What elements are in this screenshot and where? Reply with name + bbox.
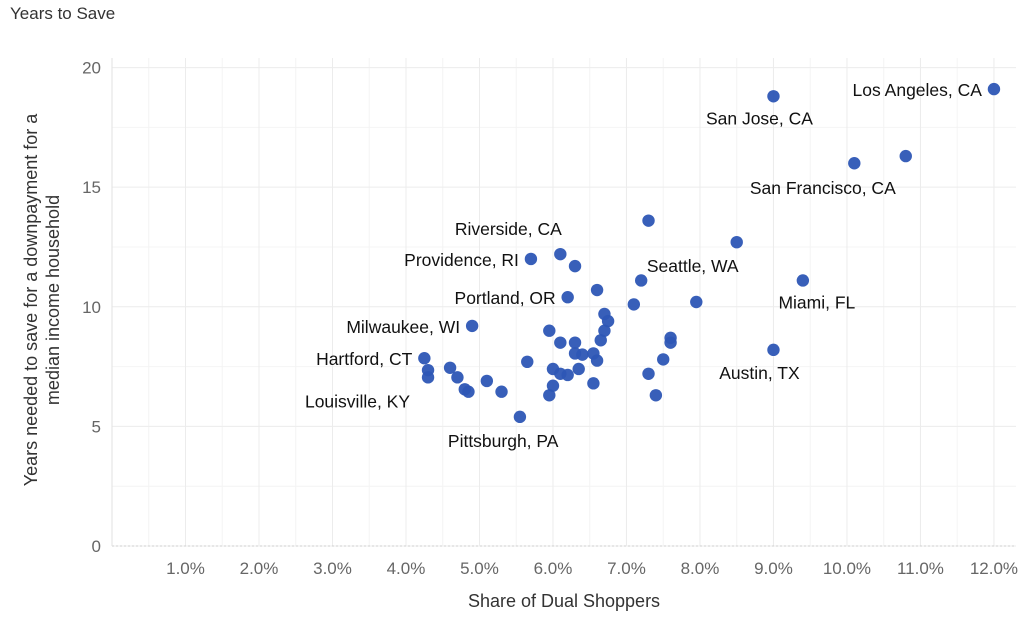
data-point (543, 389, 556, 402)
data-point (796, 274, 810, 287)
data-point (495, 385, 508, 398)
data-point (767, 343, 780, 357)
x-axis-title: Share of Dual Shoppers (468, 591, 660, 611)
data-point (543, 324, 556, 337)
data-point (664, 336, 677, 349)
point-label: Louisville, KY (305, 391, 410, 411)
axes: 1.0% 2.0% 3.0% 4.0% 5.0% 6.0% 7.0% 8.0% 9.0% 10.0… (21, 58, 1018, 611)
data-point (601, 314, 615, 328)
data-point (513, 410, 527, 424)
data-point (627, 298, 641, 311)
data-point (443, 361, 457, 374)
data-point (730, 235, 743, 249)
data-point (561, 291, 574, 304)
y-axis-title-line: median income household (43, 195, 63, 405)
point-label: Seattle, WA (647, 256, 739, 276)
x-tick-label: 10.0% (823, 559, 871, 578)
data-point (568, 336, 582, 349)
data-point (462, 385, 475, 398)
data-point (572, 362, 585, 376)
point-label: Milwaukee, WI (346, 317, 460, 337)
point-label: Hartford, CT (316, 349, 413, 369)
point-labels: Los Angeles, CA San Jose, CA San Francisco… (305, 80, 982, 451)
x-tick-label: 6.0% (534, 559, 573, 578)
data-point (642, 214, 655, 227)
point-label: Riverside, CA (455, 219, 562, 239)
point-label: Portland, OR (455, 288, 556, 308)
data-point (576, 348, 589, 361)
y-tick-label: 0 (92, 537, 101, 556)
x-tick-label: 4.0% (387, 559, 426, 578)
data-point (594, 334, 607, 347)
data-point (690, 295, 703, 309)
data-point (524, 252, 538, 266)
data-point (987, 82, 1001, 96)
data-points (418, 82, 1001, 424)
data-point (590, 283, 604, 297)
y-axis-title-line: Years needed to save for a downpayment f… (21, 113, 41, 487)
y-tick-label: 20 (82, 59, 101, 78)
point-label: Providence, RI (404, 250, 519, 270)
y-tick-label: 10 (82, 298, 101, 317)
data-point (848, 157, 861, 170)
point-label: Austin, TX (719, 363, 800, 383)
data-point (634, 274, 648, 287)
point-label: San Jose, CA (706, 108, 813, 128)
x-tick-label: 3.0% (313, 559, 352, 578)
data-point (546, 379, 560, 392)
data-point (657, 353, 670, 366)
x-tick-label: 12.0% (970, 559, 1018, 578)
data-point (480, 374, 494, 388)
y-tick-label: 5 (92, 417, 101, 436)
data-point (590, 354, 604, 367)
x-tick-label: 1.0% (166, 559, 205, 578)
data-point (554, 336, 567, 349)
data-point (521, 355, 534, 369)
x-tick-label: 7.0% (607, 559, 646, 578)
data-point (465, 319, 479, 333)
point-label: Miami, FL (778, 292, 855, 312)
point-label: San Francisco, CA (750, 178, 896, 198)
data-point (598, 324, 611, 337)
x-tick-label: 8.0% (681, 559, 720, 578)
data-point (767, 90, 780, 103)
data-point (554, 247, 567, 261)
data-point (451, 371, 464, 384)
point-label: Pittsburgh, PA (448, 431, 559, 451)
data-point (899, 149, 912, 163)
data-point (642, 367, 655, 380)
data-point (568, 259, 582, 273)
data-point (561, 368, 574, 382)
y-axis-title: Years needed to save for a downpayment f… (21, 113, 63, 487)
data-point (649, 389, 663, 402)
x-tick-label: 5.0% (460, 559, 499, 578)
y-tick-label: 15 (82, 178, 101, 197)
chart-title: Years to Save (10, 4, 116, 23)
data-point (587, 377, 600, 390)
x-tick-label: 2.0% (240, 559, 279, 578)
x-tick-label: 11.0% (897, 559, 944, 578)
data-point (418, 352, 431, 365)
point-label: Los Angeles, CA (853, 80, 983, 100)
data-point (421, 371, 435, 384)
x-tick-label: 9.0% (754, 559, 793, 578)
